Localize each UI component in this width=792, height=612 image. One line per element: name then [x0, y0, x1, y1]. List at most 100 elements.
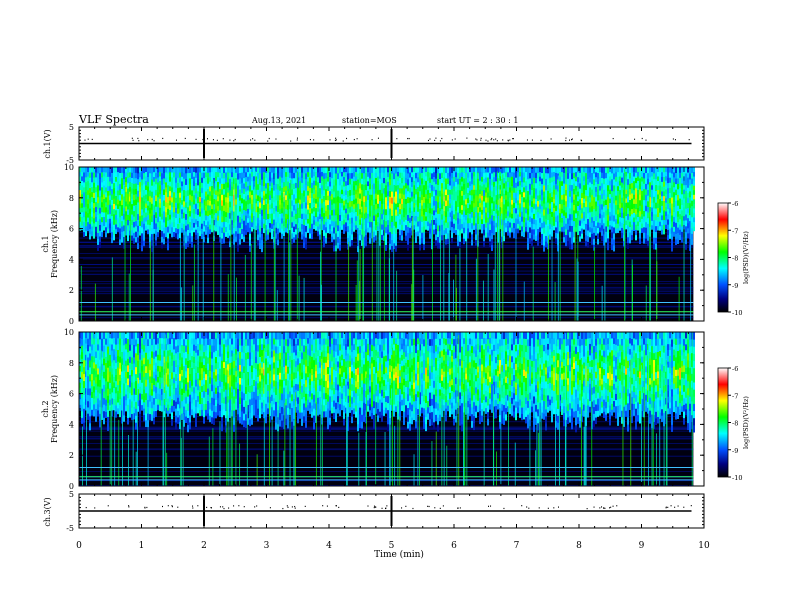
spectrogram-cell: [447, 221, 449, 228]
spectrogram-cell: [435, 211, 437, 218]
spectrogram-cell: [261, 173, 263, 180]
spectrogram-cell: [379, 194, 381, 202]
spectrogram-cell: [425, 202, 427, 208]
spectrogram-cell: [113, 208, 115, 215]
spectrogram-cell: [381, 234, 383, 241]
spectrogram-cell: [579, 225, 581, 232]
y-tick-label: 6: [69, 225, 74, 234]
spectrogram-cell: [177, 192, 179, 199]
voltage-spike: [441, 137, 443, 140]
spectrogram-cell: [79, 382, 81, 389]
spectrogram-cell: [107, 176, 109, 182]
spectrogram-cell: [251, 217, 253, 223]
spectrogram-cell: [419, 172, 421, 180]
spectrogram-cell: [377, 185, 379, 191]
spectrogram-cell: [421, 199, 423, 206]
spectrogram-cell: [85, 220, 87, 227]
spectrogram-cell: [349, 172, 351, 179]
spectrogram-cell: [163, 210, 165, 217]
spectrogram-cell: [217, 224, 219, 231]
spectrogram-cell: [671, 191, 673, 198]
spectrogram-cell: [369, 226, 371, 233]
spectrogram-cell: [601, 214, 603, 221]
spectrogram-cell: [171, 221, 173, 228]
spectrogram-cell: [241, 172, 243, 178]
spectrogram-cell: [543, 197, 545, 204]
spectrogram-cell: [629, 172, 631, 179]
spectrogram-cell: [469, 203, 471, 210]
spectrogram-cell: [353, 171, 355, 177]
spectrogram-cell: [397, 189, 399, 194]
station-label: station=MOS: [342, 116, 397, 125]
spectrogram-cell: [523, 206, 525, 213]
spectrogram-cell: [503, 188, 505, 194]
spectrogram-cell: [151, 221, 153, 228]
spectrogram-cell: [387, 219, 389, 225]
spectrogram-cell: [89, 338, 91, 347]
spectrogram-cell: [83, 380, 85, 389]
spectrogram-cell: [157, 176, 159, 183]
spectrogram-cell: [459, 184, 461, 191]
spectrogram-cell: [361, 228, 363, 235]
spectrogram-cell: [561, 217, 563, 223]
spectrogram-cell: [99, 379, 101, 387]
spectrogram-cell: [217, 229, 219, 235]
spectrogram-cell: [605, 172, 607, 179]
spectrogram-cell: [239, 172, 241, 179]
spectrogram-cell: [629, 232, 631, 238]
spectrogram-cell: [277, 194, 279, 201]
spectrogram-cell: [297, 222, 299, 229]
spectrogram-cell: [635, 229, 637, 236]
spectrogram-cell: [321, 220, 323, 226]
spectrogram-cell: [459, 172, 461, 179]
spectrogram-cell: [251, 226, 253, 232]
spectrogram-cell: [621, 212, 623, 218]
spectrogram-cell: [235, 236, 237, 242]
spectrogram-cell: [403, 189, 405, 195]
spectrogram-cell: [293, 226, 295, 233]
spectrogram-cell: [103, 189, 105, 195]
spectrogram-cell: [263, 181, 265, 187]
spectrogram-cell: [537, 234, 539, 241]
voltage-spike: [645, 139, 647, 141]
spectrogram-cell: [585, 183, 587, 191]
spectrogram-cell: [385, 178, 387, 186]
spectrogram-cell: [117, 171, 119, 177]
spectrogram-cell: [375, 234, 377, 241]
spectrogram-cell: [241, 197, 243, 204]
spectrogram-cell: [499, 202, 501, 208]
spectrogram-cell: [257, 234, 259, 241]
spectrogram-cell: [355, 207, 357, 213]
spectrogram-cell: [603, 172, 605, 179]
spectrogram-cell: [513, 192, 515, 198]
spectrogram-cell: [187, 178, 189, 185]
spectrogram-cell: [527, 202, 529, 209]
spectrogram-cell: [691, 178, 693, 185]
spectrogram-cell: [503, 193, 505, 200]
spectrogram-cell: [587, 207, 589, 214]
spectrogram-cell: [147, 186, 149, 192]
spectrogram-cell: [553, 225, 555, 231]
spectrogram-cell: [505, 227, 507, 233]
spectrogram-cell: [177, 223, 179, 230]
spectrogram-cell: [265, 187, 267, 194]
spectrogram-cell: [659, 198, 661, 204]
spectrogram-cell: [535, 224, 537, 231]
spectrogram-cell: [457, 183, 459, 191]
spectrogram-cell: [315, 194, 317, 200]
spectrogram-cell: [275, 238, 277, 245]
spectrogram-cell: [433, 200, 435, 206]
spectrogram-cell: [89, 359, 91, 368]
spectrogram-cell: [677, 194, 679, 201]
voltage-spike: [356, 138, 358, 140]
spectrogram-cell: [303, 167, 305, 174]
spectrogram-cell: [357, 239, 359, 247]
spectrogram-cell: [569, 178, 571, 186]
spectrogram-cell: [247, 185, 249, 191]
spectrogram-cell: [513, 197, 515, 203]
spectrogram-cell: [675, 233, 677, 240]
spectrogram-cell: [681, 220, 683, 227]
spectrogram-cell: [349, 200, 351, 208]
spectrogram-cell: [357, 233, 359, 241]
spectrogram-cell: [567, 195, 569, 202]
